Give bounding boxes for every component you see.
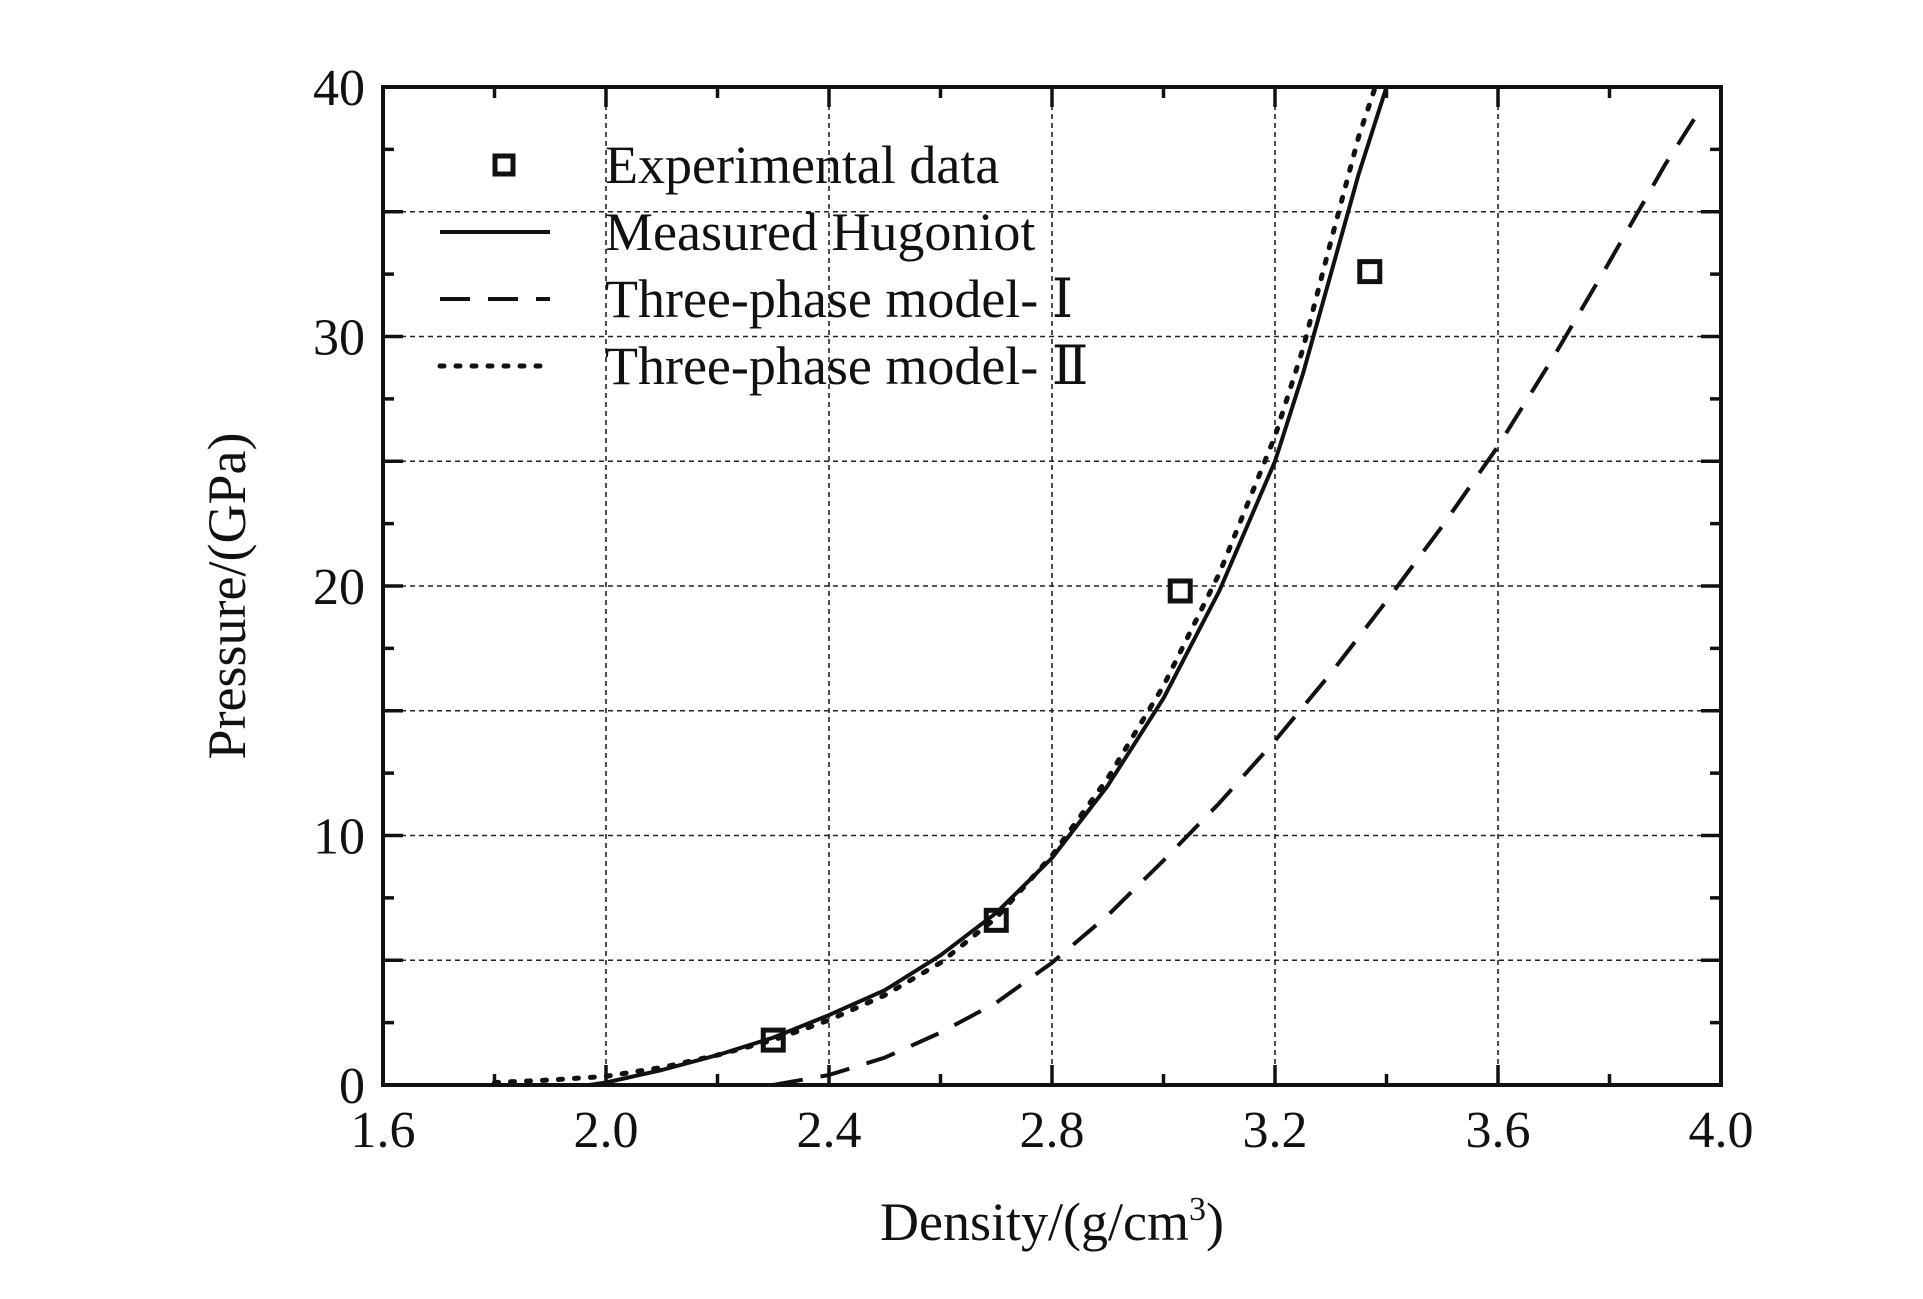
legend-label: Three-phase model- Ⅰ xyxy=(605,269,1073,329)
tick-labels: 1.6 2.0 2.4 2.8 3.2 3.6 4.0 0 10 20 30 40 xyxy=(313,60,1754,1159)
x-tick-label: 1.6 xyxy=(351,1102,416,1159)
x-tick-label: 4.0 xyxy=(1689,1102,1754,1159)
x-axis-title: Density/(g/cm3) xyxy=(880,1191,1224,1252)
y-tick-label: 10 xyxy=(313,809,365,866)
x-tick-label: 2.0 xyxy=(574,1102,639,1159)
series-line-2 xyxy=(772,110,1701,1087)
data-point xyxy=(1167,578,1193,604)
y-tick-label: 20 xyxy=(313,559,365,616)
legend-label: Three-phase model- Ⅱ xyxy=(605,336,1089,396)
legend-marker xyxy=(492,153,516,177)
y-axis-title: Pressure/(GPa) xyxy=(197,433,257,760)
legend-label: Measured Hugoniot xyxy=(605,202,1035,262)
plot-frame xyxy=(381,85,1723,1087)
x-tick-label: 3.6 xyxy=(1466,1102,1531,1159)
grid xyxy=(383,87,1721,1085)
legend-label: Experimental data xyxy=(605,135,999,195)
legend: Experimental data Measured Hugoniot Three-… xyxy=(437,135,1089,396)
x-tick-label: 2.4 xyxy=(797,1102,862,1159)
y-tick-label: 40 xyxy=(313,60,365,117)
plot-series xyxy=(492,84,1701,1087)
x-tick-label: 2.8 xyxy=(1020,1102,1085,1159)
y-tick-label: 0 xyxy=(339,1058,365,1115)
x-tick-label: 3.2 xyxy=(1243,1102,1308,1159)
data-point xyxy=(1357,259,1383,285)
y-tick-label: 30 xyxy=(313,310,365,367)
